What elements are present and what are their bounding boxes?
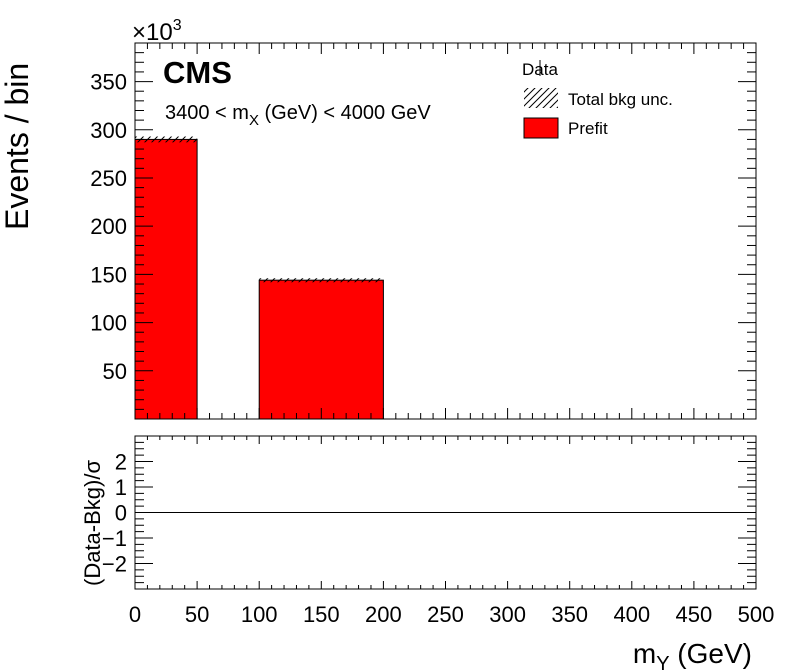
main-y-axis-title: Events / bin <box>0 63 35 230</box>
x-tick-label: 450 <box>676 602 713 627</box>
legend: Data Total bkg unc. Prefit <box>522 60 673 139</box>
main-y-tick-label: 200 <box>90 214 127 239</box>
cms-label: CMS <box>163 55 232 90</box>
x-tick-label: 300 <box>489 602 526 627</box>
main-y-tick-label: 250 <box>90 166 127 191</box>
uncertainty-bands <box>135 136 384 283</box>
main-y-tick-label: 350 <box>90 70 127 95</box>
uncertainty-band-2 <box>259 278 384 283</box>
main-tick-marks <box>134 43 757 419</box>
ratio-tick-marks <box>134 436 757 589</box>
x-tick-label: 0 <box>129 602 141 627</box>
ratio-y-tick-label: −2 <box>102 552 127 577</box>
x-tick-label: 500 <box>738 602 775 627</box>
x-tick-label: 200 <box>365 602 402 627</box>
legend-data-label: Data <box>522 60 558 79</box>
prefit-bar-0 <box>134 138 198 420</box>
prefit-bars <box>134 138 384 420</box>
ratio-y-tick-label: −1 <box>102 526 127 551</box>
ratio-y-tick-label: 2 <box>115 450 127 475</box>
legend-entry-uncertainty: Total bkg unc. <box>524 88 673 109</box>
main-y-tick-label: 100 <box>90 311 127 336</box>
y-exponent-label: ×103 <box>132 17 182 46</box>
x-tick-label: 400 <box>613 602 650 627</box>
x-axis-title: mY (GeV) <box>633 638 752 672</box>
ratio-y-tick-label: 0 <box>115 501 127 526</box>
x-tick-label: 100 <box>241 602 278 627</box>
legend-entry-data: Data <box>522 60 558 79</box>
main-y-tick-label: 150 <box>90 262 127 287</box>
main-y-tick-labels: 50 100 150 200 250 300 350 <box>90 70 127 384</box>
legend-entry-prefit: Prefit <box>523 117 608 139</box>
x-tick-label: 250 <box>427 602 464 627</box>
x-tick-label: 150 <box>303 602 340 627</box>
x-tick-label: 50 <box>185 602 209 627</box>
ratio-y-axis-title: (Data-Bkg)/σ <box>80 460 105 586</box>
legend-uncertainty-label: Total bkg unc. <box>568 90 673 109</box>
main-y-tick-label: 50 <box>103 359 127 384</box>
uncertainty-band-0 <box>135 136 198 143</box>
mass-range-label: 3400 < mX (GeV) < 4000 GeV <box>165 102 431 129</box>
prefit-bar-2 <box>258 279 384 420</box>
x-tick-labels: 0 50 100 150 200 250 300 350 400 450 500 <box>129 602 774 627</box>
legend-hatch-swatch <box>524 88 558 108</box>
ratio-y-tick-label: 1 <box>115 475 127 500</box>
legend-prefit-swatch <box>523 117 559 139</box>
main-y-tick-label: 300 <box>90 118 127 143</box>
legend-prefit-label: Prefit <box>568 119 608 138</box>
x-tick-label: 350 <box>551 602 588 627</box>
